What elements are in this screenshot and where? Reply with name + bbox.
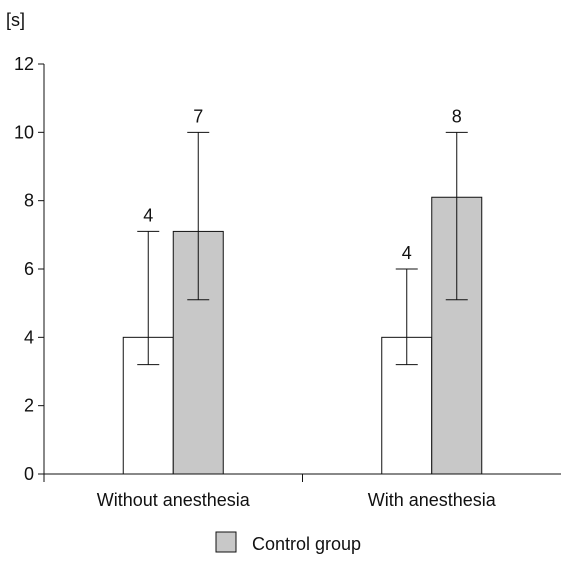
y-tick-label: 2 xyxy=(24,396,34,416)
data-label: 8 xyxy=(452,106,462,126)
x-category-label: With anesthesia xyxy=(368,490,497,510)
legend-label-control-group: Control group xyxy=(252,534,361,554)
y-axis-unit-label: [s] xyxy=(6,10,25,30)
y-tick-label: 0 xyxy=(24,464,34,484)
error-bars xyxy=(137,131,468,366)
axes: 0 2 4 6 8 10 12 Without anesthesia With anesthes… xyxy=(14,54,561,510)
data-labels: 4 7 4 8 xyxy=(143,106,462,263)
data-label: 7 xyxy=(193,106,203,126)
y-tick-label: 4 xyxy=(24,327,34,347)
legend-swatch-control-group xyxy=(215,531,237,553)
y-tick-label: 6 xyxy=(24,259,34,279)
x-category-label: Without anesthesia xyxy=(97,490,251,510)
y-tick-label: 10 xyxy=(14,122,34,142)
legend: Control group xyxy=(215,531,361,554)
y-tick-label: 12 xyxy=(14,54,34,74)
bars xyxy=(122,196,483,475)
data-label: 4 xyxy=(402,243,412,263)
y-tick-label: 8 xyxy=(24,191,34,211)
data-label: 4 xyxy=(143,205,153,225)
